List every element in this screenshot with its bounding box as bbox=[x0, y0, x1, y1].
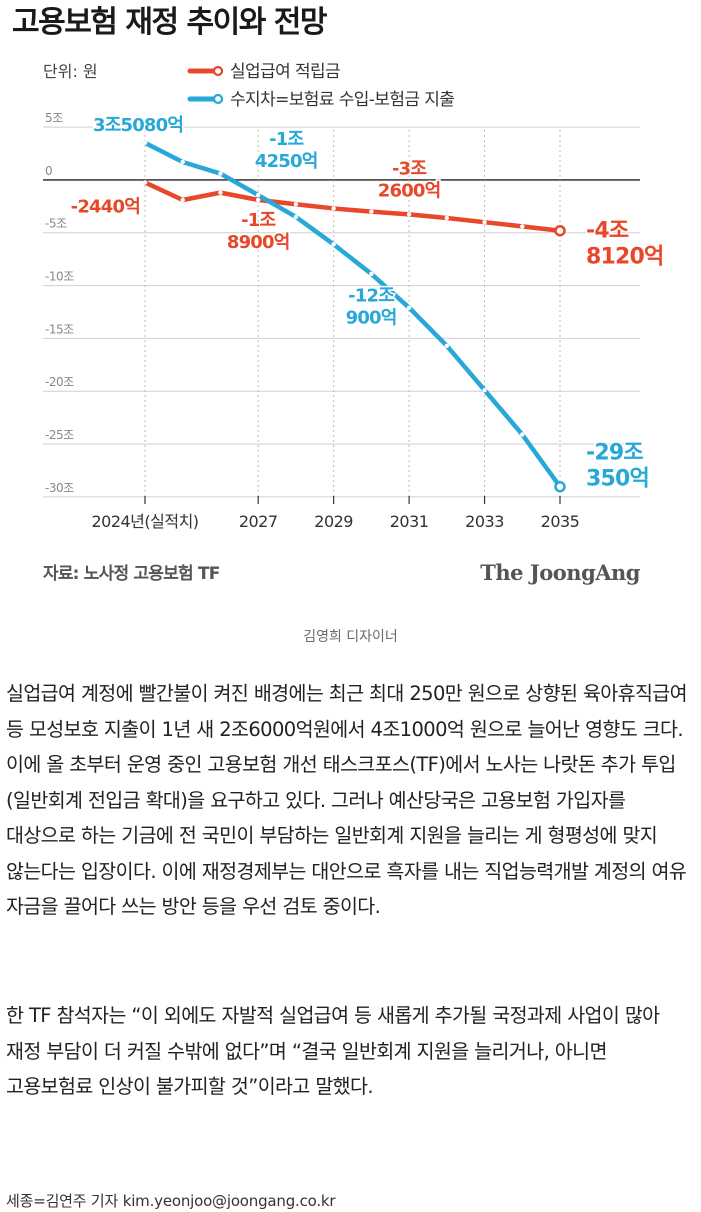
data-point bbox=[406, 212, 412, 217]
y-tick-label: 5조 bbox=[45, 111, 63, 125]
data-point bbox=[180, 159, 185, 165]
data-point bbox=[255, 192, 261, 198]
data-point bbox=[331, 206, 336, 211]
legend-marker bbox=[212, 93, 224, 105]
data-point bbox=[293, 202, 299, 207]
data-label: 8900억 bbox=[227, 232, 290, 253]
data-point bbox=[255, 197, 261, 203]
data-label: -29조 bbox=[586, 441, 643, 466]
series-line bbox=[142, 180, 563, 233]
data-point bbox=[293, 214, 299, 220]
legend-marker bbox=[212, 65, 224, 77]
data-label: -4조 bbox=[586, 219, 629, 244]
x-tick-label: 2027 bbox=[239, 512, 278, 531]
data-label: 350억 bbox=[586, 467, 649, 492]
data-point bbox=[142, 180, 148, 185]
article-paragraph: 실업급여 계정에 빨간불이 켜진 배경에는 최근 최대 250만 원으로 상향된… bbox=[6, 682, 688, 918]
x-tick-label: 2029 bbox=[314, 512, 353, 531]
y-tick-label: -10조 bbox=[45, 270, 74, 284]
data-point bbox=[180, 197, 185, 203]
data-point bbox=[331, 242, 336, 247]
x-tick-label: 2031 bbox=[390, 512, 429, 531]
data-point bbox=[554, 224, 566, 237]
legend-label: 수지차=보험료 수입-보험금 지출 bbox=[230, 90, 454, 110]
data-point bbox=[444, 343, 450, 348]
plot-area: 5조 0 -5조 -10조 -15조 -20조 -25조 -30조 2024년(실적치) 2027… bbox=[43, 111, 666, 531]
data-point bbox=[444, 215, 450, 221]
y-tick-label: 0 bbox=[45, 164, 52, 178]
y-tick-label: -20조 bbox=[45, 375, 74, 389]
data-point bbox=[142, 140, 148, 146]
y-tick-label: -25조 bbox=[45, 428, 74, 442]
data-point bbox=[369, 209, 374, 214]
data-label: -2440억 bbox=[71, 196, 140, 217]
data-label: -1조 bbox=[241, 210, 275, 231]
data-point bbox=[482, 219, 487, 225]
data-point bbox=[520, 432, 525, 437]
data-point bbox=[554, 480, 566, 493]
x-tick-label: 2033 bbox=[465, 512, 504, 531]
data-point bbox=[218, 171, 223, 176]
y-tick-label: -30조 bbox=[45, 481, 74, 495]
data-point bbox=[520, 224, 525, 229]
data-label: 2600억 bbox=[378, 180, 441, 201]
data-label: 4250억 bbox=[255, 151, 318, 172]
source-note: 자료: 노사정 고용보험 TF bbox=[43, 563, 220, 584]
data-point bbox=[482, 387, 487, 393]
article-paragraph: 한 TF 참석자는 “이 외에도 자발적 실업급여 등 새롭게 추가될 국정과제… bbox=[6, 1004, 660, 1098]
data-label: -1조 bbox=[269, 129, 303, 150]
data-label: -3조 bbox=[392, 158, 426, 179]
x-tick-label: 2035 bbox=[541, 512, 580, 531]
data-point bbox=[218, 190, 223, 195]
brand-logo: The JoongAng bbox=[480, 560, 641, 585]
legend-label: 실업급여 적립금 bbox=[230, 62, 340, 82]
data-label: 3조5080억 bbox=[93, 115, 183, 136]
chart-title: 고용보험 재정 추이와 전망 bbox=[12, 5, 328, 40]
series-line bbox=[142, 140, 563, 489]
data-label: 8120억 bbox=[586, 245, 663, 270]
byline: 세종=김연주 기자 kim.yeonjoo@joongang.co.kr bbox=[6, 1192, 336, 1210]
y-tick-label: -5조 bbox=[45, 217, 67, 231]
data-label: 900억 bbox=[346, 308, 397, 329]
y-tick-label: -15조 bbox=[45, 322, 74, 336]
data-point bbox=[406, 305, 412, 310]
unit-label: 단위: 원 bbox=[43, 62, 98, 81]
data-label: -12조 bbox=[348, 286, 394, 307]
image-caption-credit: 김영희 디자이너 bbox=[303, 629, 398, 645]
data-point bbox=[369, 271, 374, 277]
x-tick-label: 2024년(실적치) bbox=[91, 512, 198, 531]
